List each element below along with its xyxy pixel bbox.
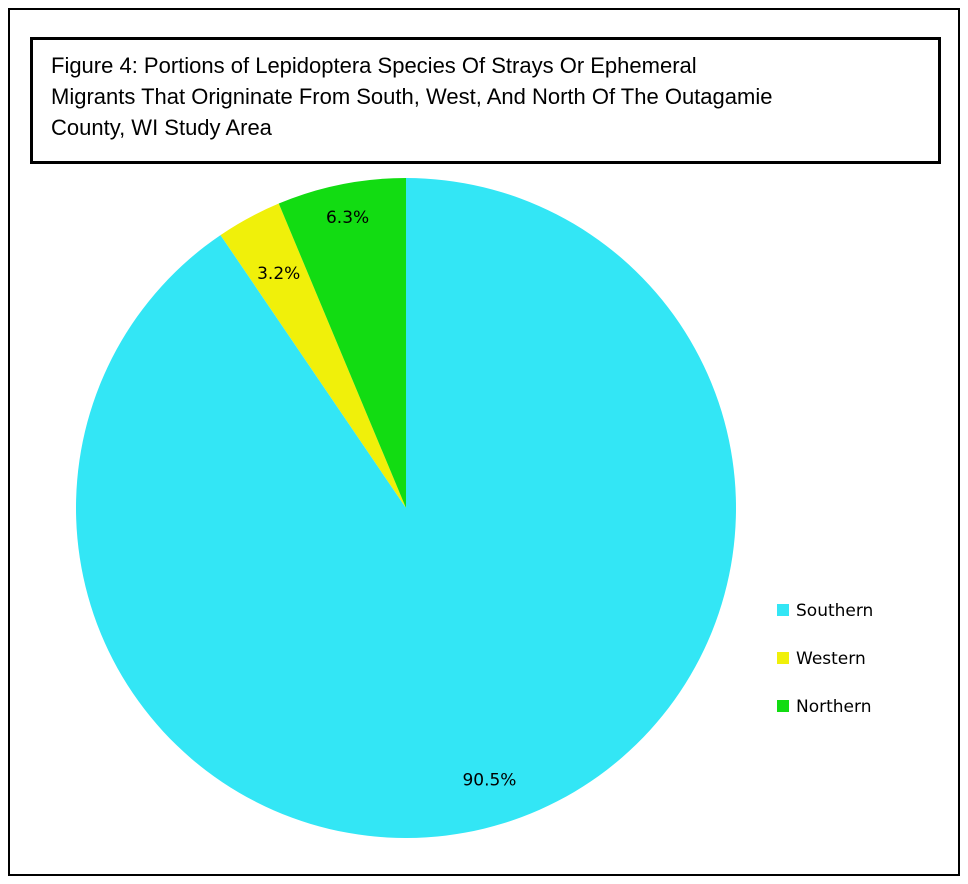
legend: Southern Western Northern	[777, 601, 873, 717]
pie-slices	[75, 178, 737, 838]
chart-title: Figure 4: Portions of Lepidoptera Specie…	[30, 37, 941, 164]
pie-slice-northern	[278, 178, 406, 508]
pie-slice-western	[220, 203, 406, 508]
legend-label-northern: Northern	[796, 697, 871, 717]
data-label-southern: 90.5%	[462, 770, 516, 790]
legend-label-western: Western	[796, 649, 866, 669]
legend-swatch-southern	[777, 604, 789, 616]
data-label-northern: 6.3%	[326, 208, 369, 228]
slice-labels: 90.5% 3.2% 6.3%	[257, 208, 516, 790]
legend-label-southern: Southern	[796, 601, 873, 621]
legend-swatch-northern	[777, 700, 789, 712]
data-label-western: 3.2%	[257, 264, 300, 284]
legend-swatch-western	[777, 652, 789, 664]
